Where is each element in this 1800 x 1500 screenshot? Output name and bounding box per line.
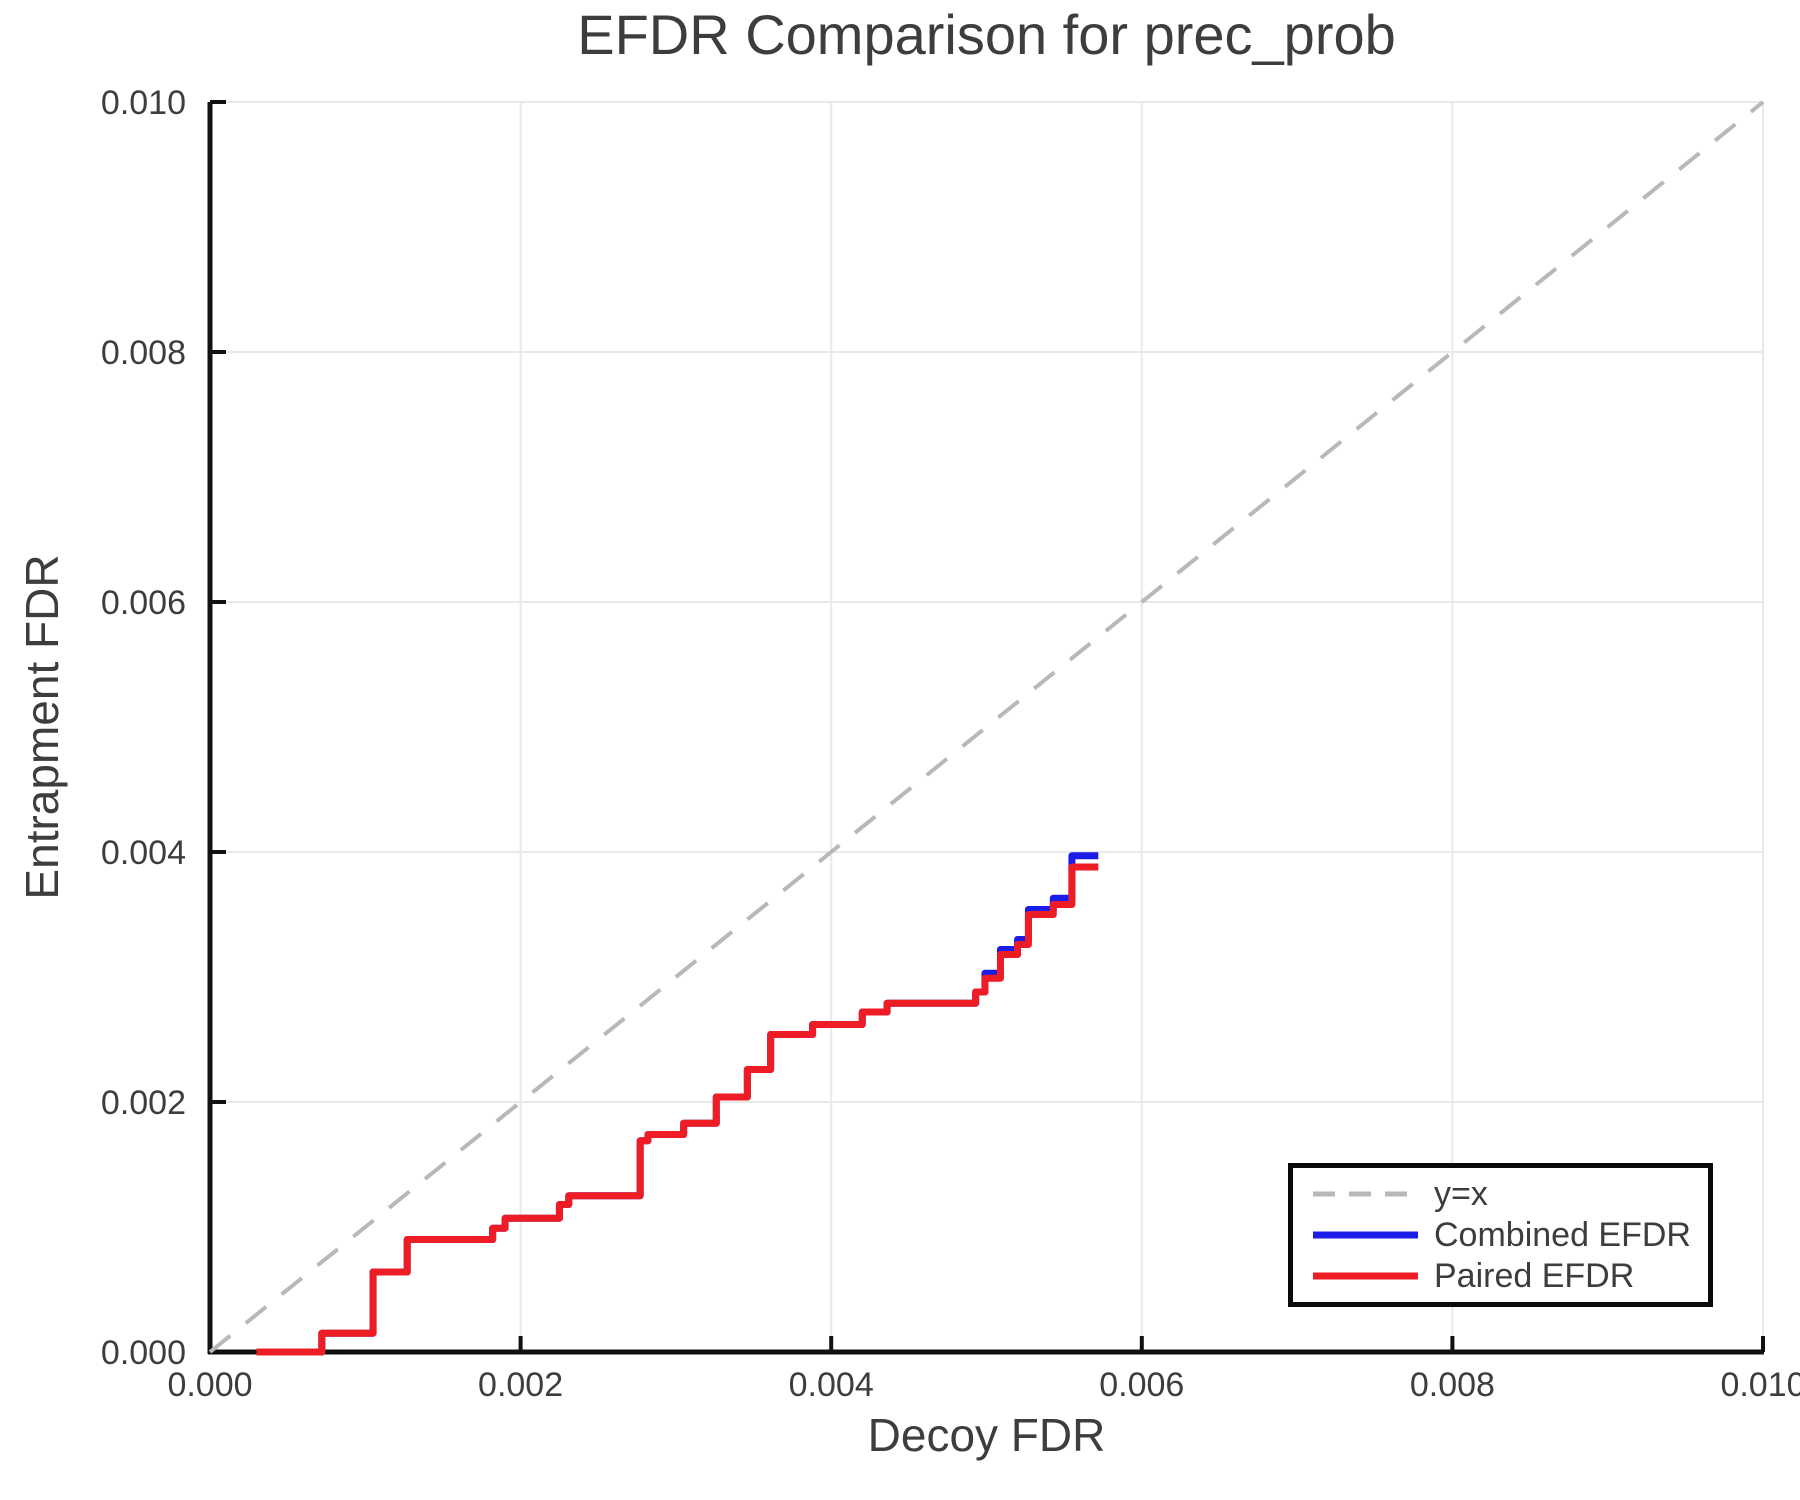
svg-text:0.004: 0.004 (789, 1366, 874, 1404)
svg-text:0.010: 0.010 (1720, 1366, 1800, 1404)
svg-text:0.006: 0.006 (101, 584, 186, 622)
legend: y=x Combined EFDR Paired EFDR (1288, 1163, 1713, 1307)
solid-line-icon (1313, 1231, 1418, 1239)
svg-text:0.006: 0.006 (1099, 1366, 1184, 1404)
x-axis-label: Decoy FDR (867, 1409, 1106, 1461)
chart-title: EFDR Comparison for prec_prob (577, 3, 1396, 66)
legend-label-combined: Combined EFDR (1434, 1216, 1691, 1254)
svg-text:0.008: 0.008 (1410, 1366, 1495, 1404)
svg-text:0.000: 0.000 (167, 1366, 252, 1404)
legend-item-paired: Paired EFDR (1313, 1257, 1708, 1296)
legend-item-identity: y=x (1313, 1175, 1708, 1214)
svg-text:0.000: 0.000 (101, 1334, 186, 1372)
legend-item-combined: Combined EFDR (1313, 1216, 1708, 1255)
svg-text:0.008: 0.008 (101, 334, 186, 372)
y-axis-label: Entrapment FDR (16, 554, 68, 900)
svg-text:0.004: 0.004 (101, 834, 186, 872)
svg-text:0.002: 0.002 (101, 1084, 186, 1122)
legend-label-identity: y=x (1434, 1175, 1488, 1213)
dashed-line-icon (1313, 1191, 1418, 1197)
svg-text:0.010: 0.010 (101, 84, 186, 122)
solid-line-icon (1313, 1272, 1418, 1280)
svg-text:0.002: 0.002 (478, 1366, 563, 1404)
legend-label-paired: Paired EFDR (1434, 1257, 1635, 1295)
